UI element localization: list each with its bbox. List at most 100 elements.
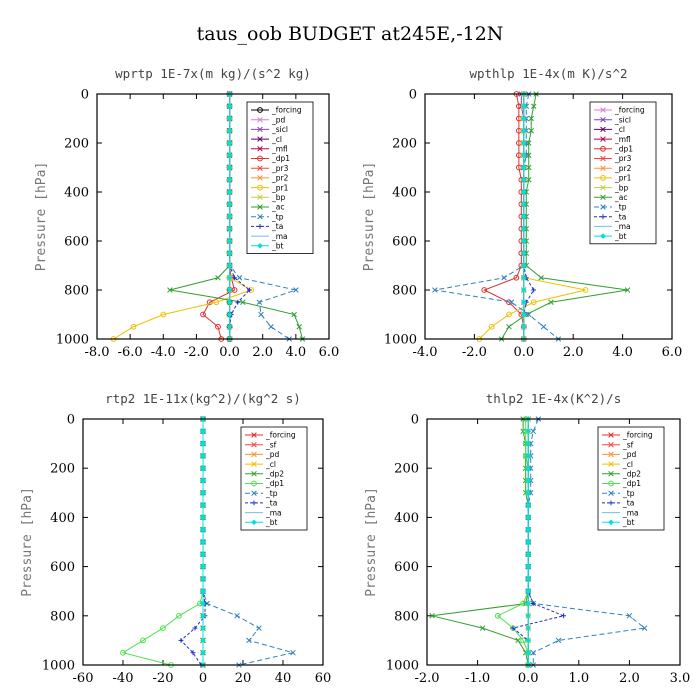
legend-item: _mfl <box>251 145 288 154</box>
data-point <box>525 502 532 508</box>
legend-marker <box>600 155 606 162</box>
data-point <box>226 323 233 330</box>
data-point <box>200 428 206 435</box>
x-tick-label: 2.0 <box>619 671 640 686</box>
legend-marker <box>608 500 614 506</box>
figure-title: taus_oob BUDGET at245E,-12N <box>197 23 504 45</box>
legend-item: _forcing <box>245 431 296 440</box>
panel-2: wpthlp 1E-4x(m K)/s^2 Pressure [hPa] -4.0 -… <box>362 66 682 360</box>
data-point <box>525 588 532 595</box>
data-point <box>520 274 527 281</box>
panel-1: wprtp 1E-7x(m kg)/(s^2 kg) Pressure [hPa]… <box>34 66 339 360</box>
x-tick-label: 2.0 <box>252 345 273 360</box>
data-point <box>130 323 137 330</box>
data-point <box>525 514 532 521</box>
data-point <box>246 637 252 644</box>
y-tick-label: 200 <box>50 462 75 477</box>
data-point <box>200 637 206 644</box>
data-point <box>548 299 554 306</box>
legend-item: _forcing <box>251 106 302 115</box>
legend-item: _ta <box>602 499 634 508</box>
legend-item: _pr1 <box>594 174 632 183</box>
legend-label: _forcing <box>271 106 302 115</box>
legend-item: _pr3 <box>251 164 289 173</box>
legend-item: _cl <box>245 460 276 469</box>
legend-item: _tp <box>594 203 627 212</box>
data-point <box>200 465 206 472</box>
data-point <box>525 311 532 318</box>
data-point <box>226 127 233 134</box>
data-point <box>525 477 532 484</box>
data-point <box>200 588 206 595</box>
data-point <box>506 323 512 330</box>
legend-marker <box>257 165 263 171</box>
data-point <box>540 323 547 330</box>
data-point <box>200 563 206 570</box>
data-point <box>525 453 532 459</box>
legend-label: _bt <box>271 242 284 251</box>
legend-item: _sf <box>245 440 277 449</box>
y-tick-label: 1000 <box>384 333 417 348</box>
data-point <box>508 299 515 306</box>
data-point <box>235 299 241 305</box>
y-tick-label: 0 <box>67 413 75 428</box>
legend-marker <box>600 204 606 210</box>
legend-item: _ma <box>594 222 631 231</box>
data-point <box>234 613 240 619</box>
y-tick-label: 400 <box>394 511 419 526</box>
legend-item: _bp <box>251 193 286 202</box>
legend-label: _forcing <box>614 106 645 115</box>
data-point <box>520 262 527 269</box>
data-point <box>525 563 532 570</box>
plot-frame <box>82 418 324 666</box>
data-point <box>513 274 520 281</box>
y-tick-label: 0 <box>411 413 419 428</box>
legend-item: _ma <box>602 508 639 517</box>
series-line <box>434 93 559 340</box>
legend-marker <box>257 194 263 201</box>
legend-item: _tp <box>251 212 284 221</box>
legend-label: _cl <box>271 135 282 144</box>
data-point <box>160 311 167 318</box>
data-point <box>256 299 263 306</box>
data-point <box>226 274 233 281</box>
y-tick-label: 1000 <box>386 659 419 674</box>
data-point <box>226 225 233 232</box>
legend: _forcing_sicl_cl_mfl_dp1_pr3_pr2_pr1_bp_… <box>589 101 657 245</box>
legend-marker <box>257 107 263 113</box>
legend-label: _bt <box>614 232 627 241</box>
x-tick-label: 40 <box>275 671 292 686</box>
legend-label: _ma <box>614 222 631 231</box>
data-point <box>525 465 532 472</box>
plot-frame <box>424 93 673 340</box>
data-point <box>240 299 246 306</box>
data-point <box>226 201 233 208</box>
legend-label: _forcing <box>622 431 653 440</box>
legend-item: _dp1 <box>602 479 641 488</box>
data-point <box>200 576 206 582</box>
legend-label: _dp1 <box>271 154 290 163</box>
panel-title: rtp2 1E-11x(kg^2)/(kg^2 s) <box>105 391 301 406</box>
data-point <box>120 649 126 656</box>
x-tick-label: 0.0 <box>518 671 539 686</box>
legend-label: _pr3 <box>271 164 289 173</box>
data-point <box>530 103 537 110</box>
legend-marker <box>608 490 614 496</box>
legend-label: _pd <box>622 450 637 459</box>
data-point <box>481 287 488 293</box>
legend-marker <box>251 471 257 477</box>
legend-item: _pd <box>602 450 637 459</box>
y-tick-label: 400 <box>50 511 75 526</box>
data-point <box>160 625 166 631</box>
plot-frame <box>426 418 681 666</box>
data-point <box>525 600 532 607</box>
data-point <box>200 502 206 508</box>
x-tick-label: -6.0 <box>118 345 143 360</box>
data-point <box>200 649 206 656</box>
y-tick-label: 1000 <box>56 333 89 348</box>
legend-label: _dp1 <box>614 145 633 154</box>
legend-marker <box>600 145 606 152</box>
legend-label: _tp <box>622 489 635 498</box>
x-tick-label: 60 <box>315 671 332 686</box>
data-point <box>626 613 633 619</box>
